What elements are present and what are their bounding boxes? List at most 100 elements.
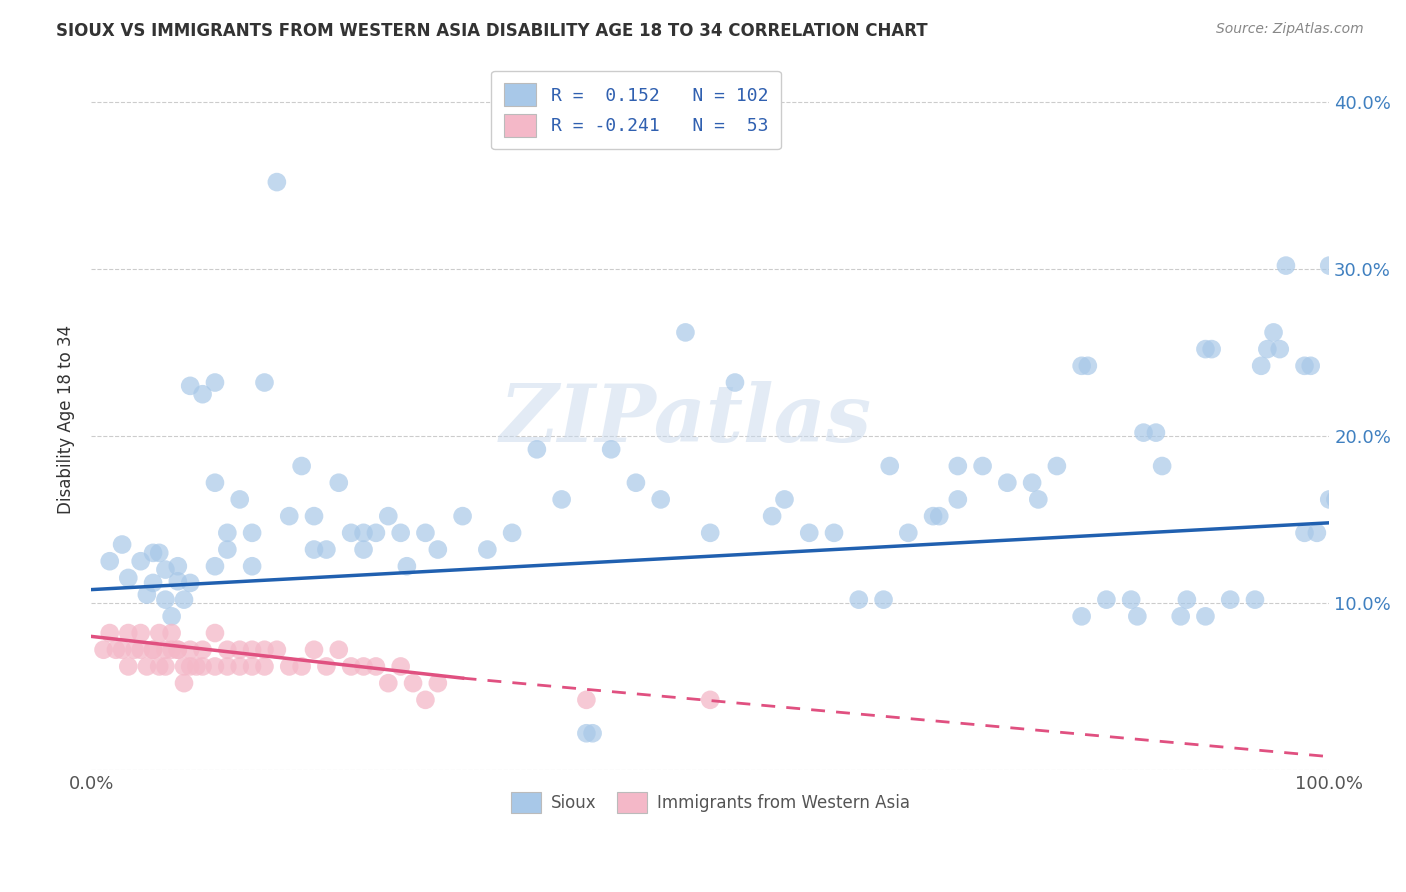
Point	[501, 525, 523, 540]
Point	[1132, 425, 1154, 440]
Point	[477, 542, 499, 557]
Point	[353, 525, 375, 540]
Point	[1121, 592, 1143, 607]
Point	[253, 376, 276, 390]
Point	[879, 458, 901, 473]
Point	[1175, 592, 1198, 607]
Point	[166, 642, 188, 657]
Point	[179, 576, 201, 591]
Point	[173, 676, 195, 690]
Point	[278, 659, 301, 673]
Point	[173, 659, 195, 673]
Point	[315, 542, 337, 557]
Point	[129, 626, 152, 640]
Point	[98, 554, 121, 568]
Point	[240, 659, 263, 673]
Point	[1201, 342, 1223, 356]
Point	[204, 475, 226, 490]
Point	[217, 542, 239, 557]
Point	[575, 726, 598, 740]
Point	[229, 492, 252, 507]
Point	[624, 475, 647, 490]
Point	[1244, 592, 1267, 607]
Point	[353, 542, 375, 557]
Point	[204, 626, 226, 640]
Point	[848, 592, 870, 607]
Point	[872, 592, 894, 607]
Point	[1275, 259, 1298, 273]
Point	[1299, 359, 1322, 373]
Point	[526, 442, 548, 457]
Point	[240, 559, 263, 574]
Point	[1294, 359, 1316, 373]
Point	[179, 379, 201, 393]
Point	[155, 592, 177, 607]
Point	[160, 626, 183, 640]
Point	[1070, 359, 1092, 373]
Point	[340, 525, 363, 540]
Point	[98, 626, 121, 640]
Point	[340, 659, 363, 673]
Point	[581, 726, 603, 740]
Point	[377, 676, 399, 690]
Point	[191, 659, 214, 673]
Point	[204, 376, 226, 390]
Point	[1026, 492, 1049, 507]
Point	[142, 576, 165, 591]
Point	[240, 642, 263, 657]
Point	[650, 492, 672, 507]
Point	[148, 546, 170, 560]
Point	[117, 571, 139, 585]
Point	[995, 475, 1018, 490]
Point	[402, 676, 425, 690]
Point	[928, 509, 950, 524]
Point	[426, 676, 449, 690]
Point	[111, 642, 134, 657]
Point	[229, 642, 252, 657]
Point	[291, 458, 314, 473]
Point	[823, 525, 845, 540]
Point	[1294, 525, 1316, 540]
Point	[253, 659, 276, 673]
Point	[124, 642, 146, 657]
Point	[1046, 458, 1069, 473]
Point	[302, 509, 325, 524]
Point	[179, 659, 201, 673]
Point	[240, 525, 263, 540]
Point	[761, 509, 783, 524]
Point	[129, 554, 152, 568]
Point	[1170, 609, 1192, 624]
Point	[302, 642, 325, 657]
Point	[217, 659, 239, 673]
Point	[377, 509, 399, 524]
Point	[1095, 592, 1118, 607]
Point	[217, 642, 239, 657]
Point	[111, 537, 134, 551]
Point	[302, 542, 325, 557]
Y-axis label: Disability Age 18 to 34: Disability Age 18 to 34	[58, 325, 75, 514]
Point	[253, 642, 276, 657]
Point	[173, 592, 195, 607]
Point	[291, 659, 314, 673]
Point	[1021, 475, 1043, 490]
Point	[155, 659, 177, 673]
Point	[93, 642, 115, 657]
Point	[1268, 342, 1291, 356]
Point	[186, 659, 208, 673]
Text: SIOUX VS IMMIGRANTS FROM WESTERN ASIA DISABILITY AGE 18 TO 34 CORRELATION CHART: SIOUX VS IMMIGRANTS FROM WESTERN ASIA DI…	[56, 22, 928, 40]
Point	[1126, 609, 1149, 624]
Point	[315, 659, 337, 673]
Point	[946, 492, 969, 507]
Point	[1194, 609, 1216, 624]
Point	[415, 525, 437, 540]
Point	[328, 642, 350, 657]
Point	[117, 659, 139, 673]
Legend: Sioux, Immigrants from Western Asia: Sioux, Immigrants from Western Asia	[499, 780, 921, 825]
Point	[1324, 492, 1347, 507]
Point	[1152, 458, 1174, 473]
Point	[600, 442, 623, 457]
Point	[142, 642, 165, 657]
Point	[204, 559, 226, 574]
Point	[217, 525, 239, 540]
Point	[724, 376, 747, 390]
